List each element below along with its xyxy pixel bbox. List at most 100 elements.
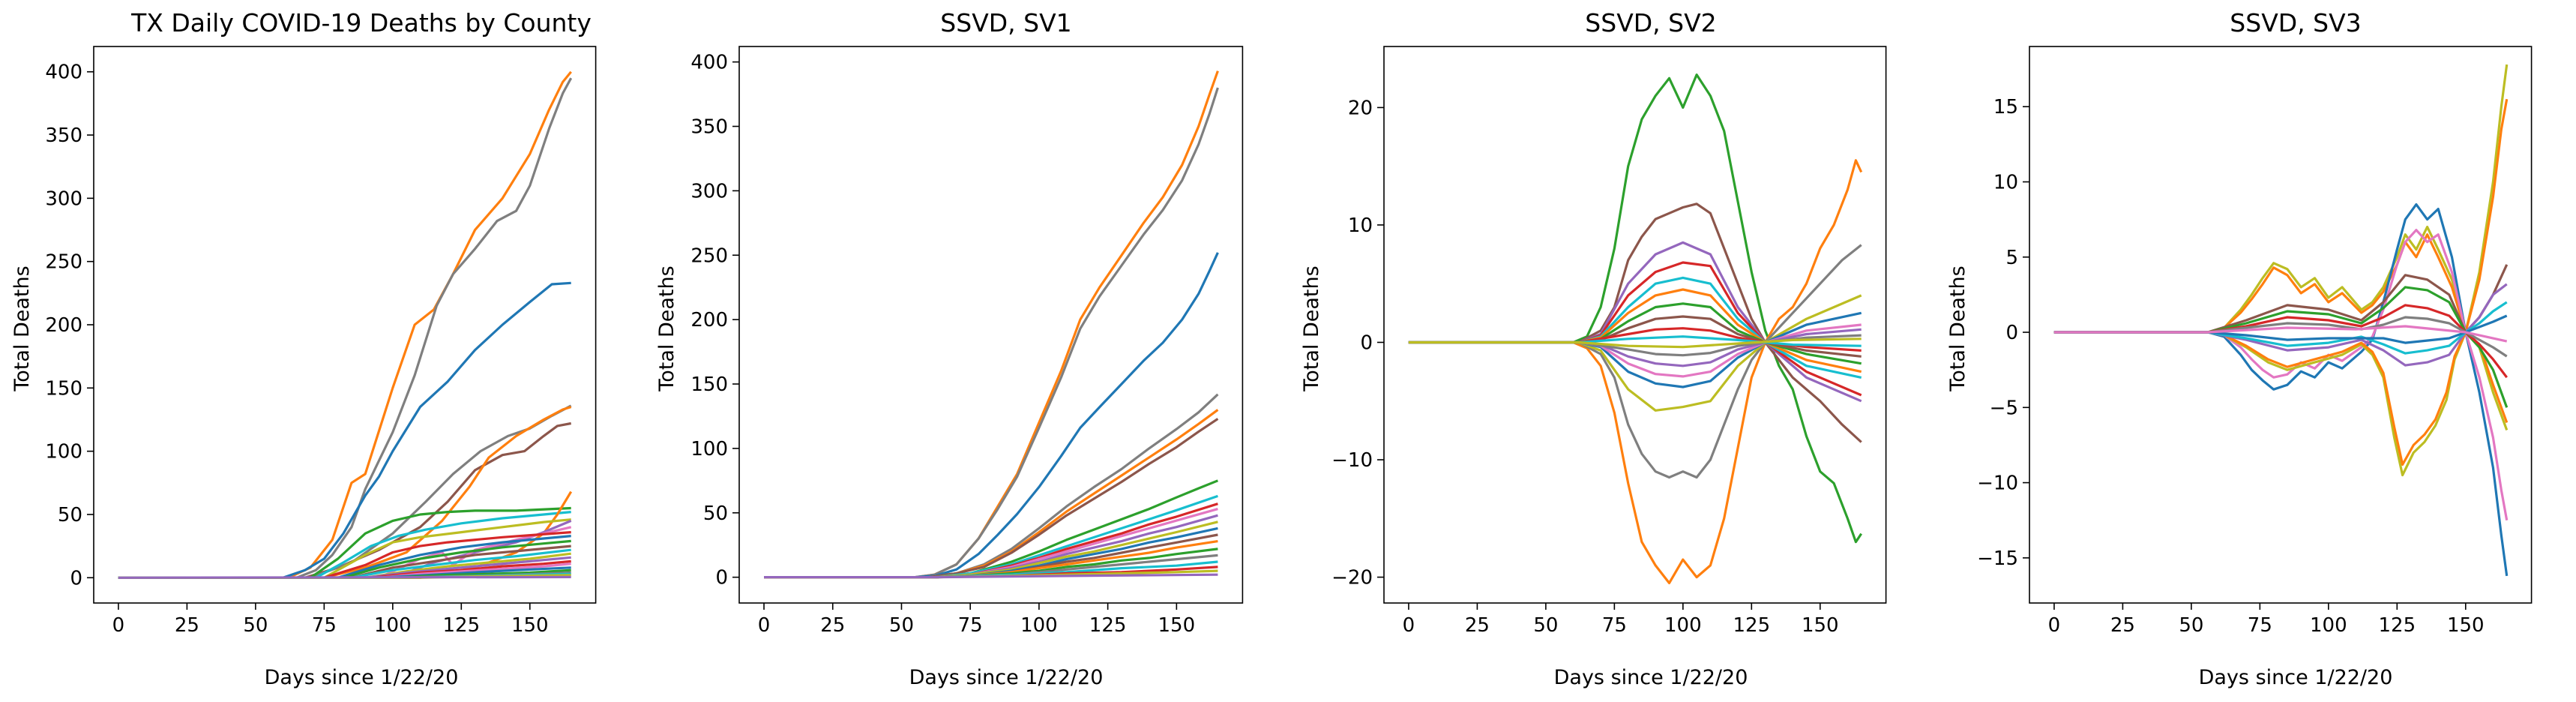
x-tick-label: 0	[1403, 614, 1415, 637]
chart-title: SSVD, SV3	[2230, 8, 2361, 38]
y-axis-label: Total Deaths	[655, 266, 678, 392]
x-tick-label: 25	[2110, 614, 2135, 637]
x-tick-label: 0	[758, 614, 771, 637]
x-tick-label: 75	[312, 614, 337, 637]
x-tick-label: 150	[2447, 614, 2485, 637]
series-line-1	[1408, 159, 1863, 584]
series-group	[118, 70, 573, 579]
x-tick-label: 50	[2179, 614, 2203, 637]
y-tick-label: −10	[1331, 449, 1373, 472]
x-tick-label: 25	[175, 614, 199, 637]
series-line-8	[2053, 283, 2508, 367]
series-line-5	[118, 406, 572, 579]
y-tick-label: 0	[2005, 322, 2018, 344]
y-tick-label: 0	[715, 567, 728, 590]
x-axis-label: Days since 1/22/20	[909, 666, 1104, 689]
series-line-9	[118, 518, 571, 579]
x-tick-label: 100	[1020, 614, 1058, 637]
x-tick-label: 125	[1089, 614, 1127, 637]
x-tick-label: 25	[1465, 614, 1490, 637]
y-tick-label: 400	[45, 62, 82, 84]
y-axis-label: Total Deaths	[1946, 266, 1969, 392]
series-line-2	[118, 281, 571, 579]
series-line-1	[118, 77, 573, 579]
y-tick-label: 300	[45, 188, 82, 210]
y-tick-label: 350	[690, 116, 728, 138]
y-tick-label: 20	[1348, 97, 1373, 119]
series-line-13	[118, 535, 571, 579]
y-tick-label: 5	[2005, 247, 2018, 269]
series-group	[2053, 64, 2509, 577]
y-axis-label: Total Deaths	[1300, 266, 1323, 392]
series-line-5	[1408, 294, 1862, 412]
series-line-0	[764, 70, 1219, 579]
series-line-2	[764, 252, 1219, 579]
x-tick-label: 100	[374, 614, 412, 637]
series-line-14	[118, 539, 571, 579]
series-line-17	[1408, 338, 1862, 349]
x-tick-label: 50	[1533, 614, 1558, 637]
axes-frame	[738, 46, 1244, 604]
x-tick-label: 75	[958, 614, 983, 637]
series-line-9	[2053, 304, 2508, 379]
y-tick-label: 300	[690, 180, 728, 202]
series-line-0	[1408, 74, 1863, 544]
series-line-3	[2053, 229, 2509, 520]
y-axis-label: Total Deaths	[10, 266, 34, 392]
panel-ssvd-sv3: SSVD, SV3 Days since 1/22/20 Total Death…	[1946, 8, 2533, 689]
series-line-10	[2053, 301, 2508, 355]
panel-ssvd-sv2: SSVD, SV2 Days since 1/22/20 Total Death…	[1300, 8, 1887, 689]
axes-frame	[2029, 46, 2533, 604]
y-tick-label: 0	[1360, 332, 1373, 354]
y-tick-label: 100	[45, 441, 82, 464]
axes-frame	[1383, 46, 1887, 604]
x-axis-label: Days since 1/22/20	[265, 666, 459, 689]
series-line-3	[1408, 244, 1862, 479]
series-group	[764, 70, 1219, 579]
y-tick-label: −10	[1977, 472, 2018, 495]
series-line-0	[118, 70, 572, 579]
x-tick-label: 50	[889, 614, 914, 637]
series-line-1	[764, 87, 1219, 579]
y-tick-label: 200	[690, 309, 728, 332]
series-line-12	[118, 531, 571, 579]
chart-title: SSVD, SV1	[940, 8, 1071, 38]
y-tick-label: 250	[45, 251, 82, 274]
y-tick-label: −20	[1331, 567, 1373, 590]
x-tick-label: 0	[2048, 614, 2061, 637]
y-tick-label: −15	[1977, 548, 2018, 570]
x-tick-label: 0	[112, 614, 125, 637]
x-tick-label: 125	[1733, 614, 1770, 637]
y-tick-label: 200	[45, 314, 82, 337]
series-line-3	[764, 393, 1219, 579]
series-line-7	[118, 511, 571, 579]
x-axis-label: Days since 1/22/20	[2199, 666, 2393, 689]
x-tick-label: 100	[2310, 614, 2347, 637]
series-line-5	[764, 418, 1219, 579]
series-line-13	[2053, 325, 2508, 343]
y-tick-label: 400	[690, 52, 728, 74]
series-line-6	[118, 506, 571, 579]
y-tick-label: 250	[690, 244, 728, 267]
x-tick-label: 125	[442, 614, 480, 637]
y-tick-label: 100	[690, 438, 728, 460]
chart-title: TX Daily COVID-19 Deaths by County	[130, 8, 592, 38]
panel-ssvd-sv1: SSVD, SV1 Days since 1/22/20 Total Death…	[655, 8, 1244, 689]
y-tick-label: 150	[45, 377, 82, 400]
series-group	[1408, 74, 1863, 584]
y-tick-label: 150	[690, 374, 728, 396]
chart-title: SSVD, SV2	[1585, 8, 1716, 38]
x-tick-label: 50	[243, 614, 268, 637]
axes-frame	[93, 46, 597, 604]
y-tick-label: −5	[1990, 397, 2018, 419]
x-tick-label: 150	[511, 614, 549, 637]
x-tick-label: 25	[820, 614, 845, 637]
panel-tx-daily-deaths: TX Daily COVID-19 Deaths by County Days …	[10, 8, 597, 689]
x-tick-label: 125	[2378, 614, 2416, 637]
y-tick-label: 0	[70, 567, 82, 590]
x-tick-label: 75	[2248, 614, 2272, 637]
x-tick-label: 100	[1664, 614, 1702, 637]
series-line-26	[118, 575, 571, 579]
series-line-0	[2053, 64, 2509, 334]
